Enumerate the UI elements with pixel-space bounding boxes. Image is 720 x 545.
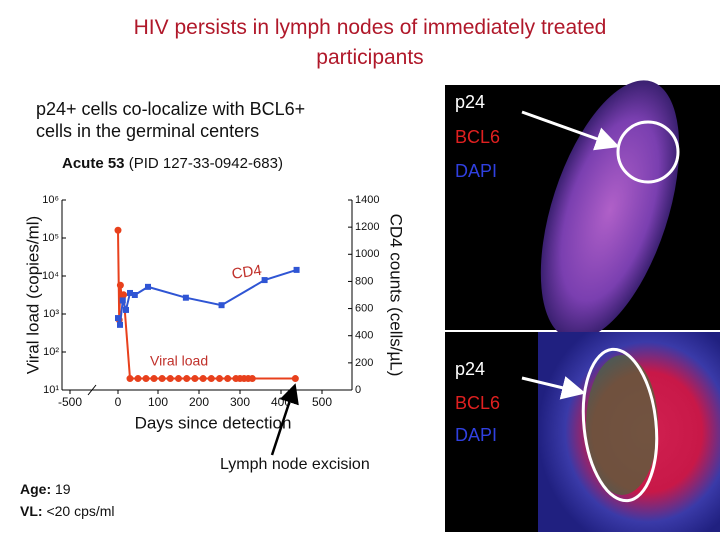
case-id: Acute 53 (PID 127-33-0942-683) bbox=[62, 155, 283, 172]
patient-age: Age: 19 bbox=[20, 481, 71, 497]
series-label: Viral load bbox=[150, 353, 208, 369]
annotation: Lymph node excision bbox=[220, 456, 370, 473]
point bbox=[127, 289, 133, 296]
point bbox=[123, 306, 129, 313]
point bbox=[114, 226, 122, 234]
x-tick-label: 200 bbox=[189, 395, 209, 409]
label-p24: p24 bbox=[455, 92, 485, 112]
label-bcl6: BCL6 bbox=[455, 393, 500, 413]
point bbox=[191, 375, 199, 383]
x-tick-label: 100 bbox=[148, 395, 168, 409]
point bbox=[224, 375, 232, 383]
y-tick-label: 10⁶ bbox=[42, 194, 59, 206]
y2-tick-label: 1400 bbox=[355, 194, 379, 206]
point bbox=[175, 375, 182, 383]
slide-title: HIV persists in lymph nodes of immediate… bbox=[134, 16, 607, 39]
point bbox=[126, 375, 134, 383]
case-label: Acute 53 bbox=[62, 155, 125, 172]
arrow bbox=[521, 110, 620, 151]
point bbox=[119, 297, 126, 304]
age-label: Age: bbox=[20, 481, 51, 497]
axis-break bbox=[87, 384, 97, 396]
point bbox=[248, 375, 256, 383]
point bbox=[116, 281, 124, 289]
point bbox=[166, 375, 174, 383]
point bbox=[150, 375, 158, 383]
x-axis-title: Days since detection bbox=[135, 413, 292, 432]
point bbox=[218, 302, 225, 309]
chart: 10¹10²10³10⁴10⁵10⁶0200400600800100012001… bbox=[23, 194, 405, 433]
point bbox=[182, 294, 189, 301]
y2-tick-label: 400 bbox=[355, 330, 373, 342]
y2-tick-label: 0 bbox=[355, 384, 361, 396]
highlight-ellipse bbox=[581, 347, 659, 503]
patient-vl: VL: <20 cps/ml bbox=[20, 503, 115, 519]
point bbox=[216, 375, 223, 383]
series-line bbox=[117, 268, 297, 326]
slide-title-2: participants bbox=[316, 46, 423, 69]
label-box bbox=[445, 85, 535, 185]
vl-label: VL: bbox=[20, 503, 43, 519]
y-tick-label: 10¹ bbox=[43, 384, 59, 396]
point bbox=[293, 266, 300, 273]
label-p24: p24 bbox=[455, 359, 485, 379]
point bbox=[117, 321, 123, 328]
point bbox=[183, 375, 191, 383]
y2-tick-label: 1200 bbox=[355, 221, 379, 233]
point bbox=[291, 375, 299, 383]
point bbox=[131, 292, 138, 298]
point bbox=[134, 375, 142, 383]
y-axis-title: Viral load (copies/ml) bbox=[23, 216, 42, 374]
tissue-top bbox=[540, 80, 680, 340]
x-tick-label: 500 bbox=[312, 395, 332, 409]
vl: <20 cps/ml bbox=[46, 503, 114, 519]
y2-axis-title: CD4 counts (cells/µL) bbox=[387, 214, 406, 377]
y-tick-label: 10⁵ bbox=[42, 232, 59, 244]
point bbox=[207, 375, 215, 383]
arrow bbox=[521, 376, 586, 400]
subtitle: p24+ cells co-localize with BCL6+ cells i… bbox=[36, 99, 305, 141]
series-label: CD4 bbox=[231, 262, 263, 283]
y-tick-label: 10³ bbox=[43, 308, 59, 320]
y2-tick-label: 200 bbox=[355, 357, 373, 369]
point bbox=[199, 375, 207, 383]
y2-tick-label: 600 bbox=[355, 302, 373, 314]
annotation-arrow bbox=[270, 383, 299, 456]
y-tick-label: 10⁴ bbox=[42, 270, 59, 282]
point bbox=[115, 315, 121, 322]
y2-tick-label: 1000 bbox=[355, 248, 379, 260]
case-pid: (PID 127-33-0942-683) bbox=[129, 155, 283, 172]
label-dapi: DAPI bbox=[455, 161, 497, 181]
point bbox=[142, 375, 150, 383]
label-dapi: DAPI bbox=[455, 425, 497, 445]
age: 19 bbox=[55, 481, 71, 497]
germinal-center bbox=[586, 355, 658, 495]
point bbox=[145, 283, 151, 290]
x-tick-label: 300 bbox=[230, 395, 250, 409]
highlight-circle bbox=[616, 120, 680, 184]
point bbox=[120, 291, 128, 299]
x-tick-label: -500 bbox=[58, 395, 82, 409]
y-tick-label: 10² bbox=[43, 346, 59, 358]
y2-tick-label: 800 bbox=[355, 275, 373, 287]
x-tick-label: 0 bbox=[115, 395, 122, 409]
label-bcl6: BCL6 bbox=[455, 127, 500, 147]
point bbox=[261, 277, 268, 284]
point bbox=[158, 375, 166, 383]
